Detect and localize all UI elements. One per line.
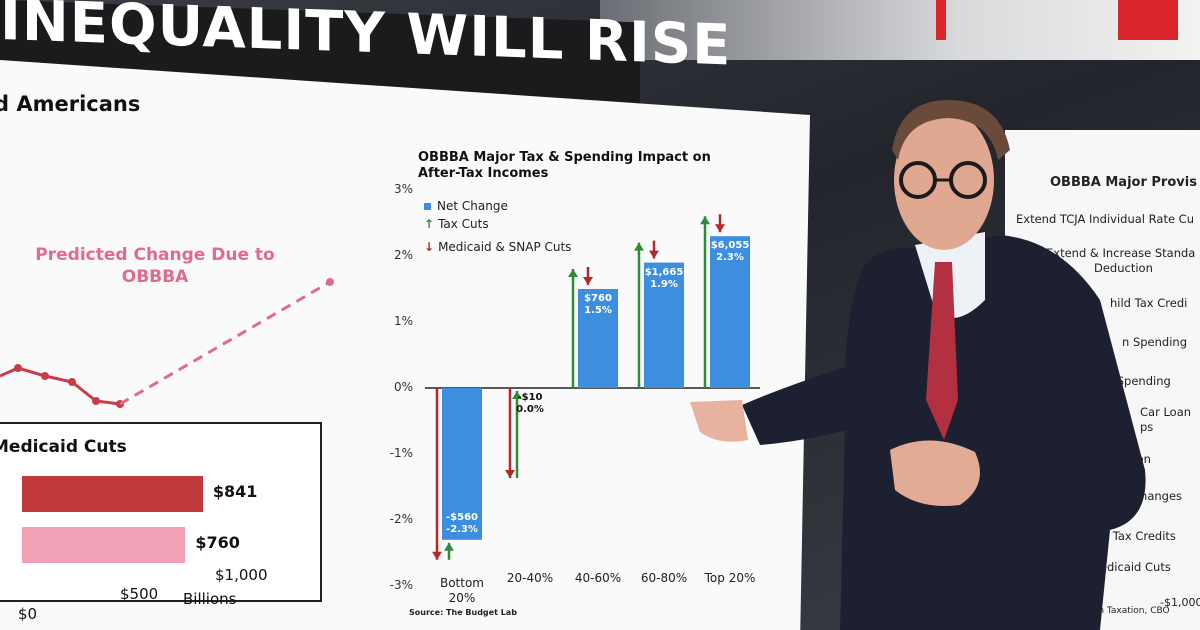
spending-cut-arrow-head [432,551,442,560]
chart-title-line2: After-Tax Incomes [418,166,549,181]
bar-data-label: -$560 -2.3% [440,512,484,536]
bar-data-label: $6,055 2.3% [708,240,752,264]
provision-row: Extend TCJA Individual Rate Cu [1016,212,1194,226]
medicaid-title: Medicaid Cuts [0,437,127,457]
bar-data-label: $1,665 1.9% [642,267,686,291]
provision-row: ase Out IRA Tax Credits [1042,529,1176,543]
bar-pct-label: 0.0% [516,404,544,415]
provision-row: Changes [1132,489,1183,503]
medicaid-bar [22,527,186,563]
legend-label-cuts: Medicaid & SNAP Cuts [438,240,572,254]
y-tick-label: 0% [393,380,413,394]
tax-cut-arrow-head [700,216,710,225]
x-category-label: Top 20% [704,571,756,585]
trend-point [41,372,49,380]
studio-light-red [936,0,946,40]
predicted-label-line2: OBBBA [121,267,189,287]
bar-pct-label: -2.3% [446,523,478,535]
bar-data-label: -$10 0.0% [508,392,552,416]
right-panel-footer: Committee on Taxation, CBO [1040,606,1170,616]
legend-swatch-net [424,203,431,210]
x-category-label: Bottom 20% [439,576,484,605]
bar-pct-label: 1.5% [584,305,612,316]
bar-dollar-label: $6,055 [710,240,750,252]
medicaid-axis-unit: Billions [183,590,237,608]
bar-dollar-label: $1,665 [644,266,684,278]
trend-point-predicted [326,278,334,286]
bar-pct-label: 1.9% [650,278,678,290]
spending-cut-arrow-head [649,250,659,259]
spending-cut-arrow-head [505,470,515,478]
legend-label-tax: Tax Cuts [438,217,489,231]
medicaid-chart-box [0,422,322,602]
trend-point [68,378,76,386]
provision-row: Extend & Increase Standa [1046,246,1196,260]
chart-title: OBBBA Major Tax & Spending Impact on Aft… [418,150,728,182]
provision-row: ps [1140,420,1154,434]
net-change-bar [578,289,618,388]
y-tick-label: -3% [389,578,413,592]
x-category-label: 40-60% [574,571,622,585]
y-tick-label: 3% [393,182,413,196]
y-tick-label: -2% [389,512,413,526]
provision-row: n Spending [1122,335,1187,349]
right-panel-axis-tick: -$1,000 [1160,596,1200,609]
tax-cut-arrow-head [512,391,522,399]
trend-line-predicted [119,280,331,406]
y-tick-label: 2% [393,248,413,262]
up-arrow-icon: ↑ [424,217,435,231]
medicaid-tick-500: $500 [120,585,159,603]
legend-cuts: ↓ Medicaid & SNAP Cuts [424,240,571,254]
legend-label-net: Net Change [437,199,508,213]
spending-cut-arrow-head [583,277,593,285]
medicaid-tick-0: $0 [18,605,38,623]
left-panel-title: d Americans [0,92,141,116]
medicaid-bar-label: $841 [212,482,258,501]
right-panel-title: OBBBA Major Provis [1050,175,1197,190]
studio-light-red-2 [1118,0,1178,40]
x-category-label: 20-40% [506,571,554,585]
bar-dollar-label: $760 [584,293,612,304]
trend-point [92,397,100,405]
spending-cut-arrow-head [715,224,725,233]
trend-point [14,364,22,372]
bar-data-label: $760 1.5% [576,293,620,317]
tax-cut-arrow-head [634,242,644,251]
predicted-change-label: Predicted Change Due to OBBBA [20,244,290,288]
studio-ceiling [600,0,1200,60]
down-arrow-icon: ↓ [424,240,435,254]
provision-row: duction [1108,452,1151,466]
legend-tax-cuts: ↑ Tax Cuts [424,217,489,231]
y-tick-label: -1% [389,446,413,460]
medicaid-tick-1000: $1,000 [215,566,268,584]
tax-cut-arrow-head [444,542,454,551]
net-change-bar [442,388,482,540]
bar-dollar-label: -$10 [517,392,543,403]
provision-row: hild Tax Credi [1110,296,1188,310]
provision-row: Deduction [1094,261,1153,275]
chart-title-line1: OBBBA Major Tax & Spending Impact on [418,150,711,165]
net-change-bar [644,262,684,388]
medicaid-bar-label: $760 [195,533,240,552]
bar-pct-label: 2.3% [716,252,744,264]
chart-source: Source: The Budget Lab [409,608,517,617]
legend-net-change: Net Change [424,199,508,213]
x-category-label: 60-80% [640,571,688,585]
provision-row: e Spending [1106,374,1171,388]
provision-row: Car Loan [1140,405,1192,419]
medicaid-bar [22,476,203,512]
tax-cut-arrow-head [568,269,578,277]
provision-row: Medicaid Cuts [1090,560,1171,574]
predicted-label-line1: Predicted Change Due to [35,245,275,265]
y-tick-label: 1% [393,314,413,328]
bar-dollar-label: -$560 [446,511,478,523]
